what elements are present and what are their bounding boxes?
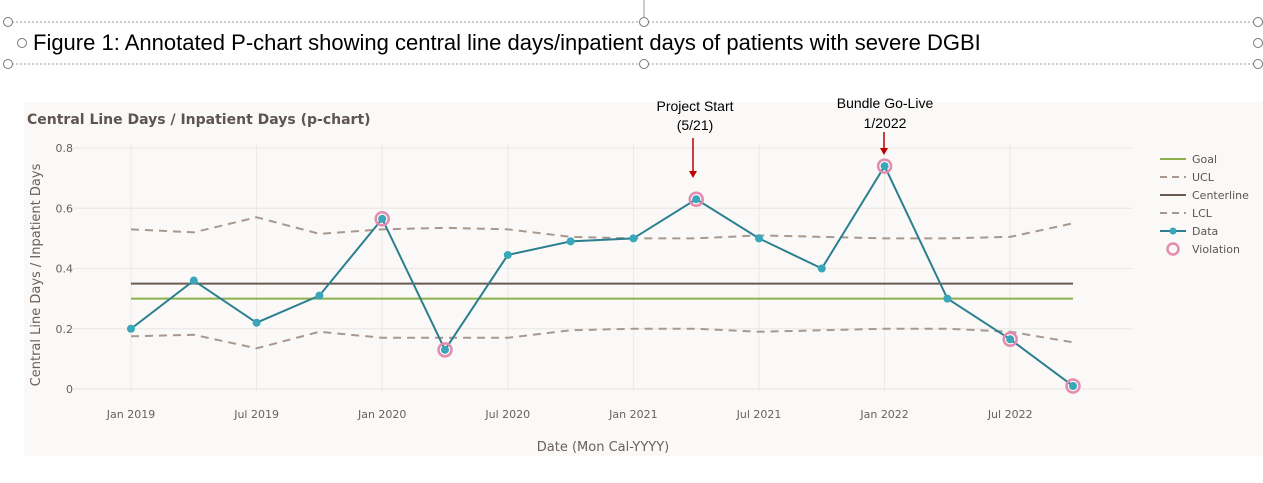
- data-point: [441, 345, 449, 354]
- annotations: Project Start (5/21) Bundle Go-Live 1/20…: [656, 95, 933, 178]
- legend-label-goal: Goal: [1192, 153, 1217, 166]
- x-tick-label: Jan 2019: [106, 408, 155, 421]
- data-points: [127, 162, 1077, 390]
- annotation-go-live-line1: Bundle Go-Live: [837, 95, 934, 111]
- violation-marker: [1065, 378, 1081, 394]
- caption-box-frame: [3, 0, 1263, 69]
- data-point: [127, 324, 135, 333]
- legend-label-lcl: LCL: [1192, 207, 1213, 220]
- x-tick-label: Jan 2022: [859, 408, 908, 421]
- y-tick-label: 0.2: [56, 323, 74, 336]
- x-axis-ticks: Jan 2019 Jul 2019 Jan 2020 Jul 2020 Jan 2021…: [106, 408, 1033, 421]
- x-tick-label: Jul 2021: [736, 408, 782, 421]
- annotation-project-start-line1: Project Start: [656, 98, 733, 114]
- x-tick-label: Jul 2019: [233, 408, 279, 421]
- annotation-go-live-line2: 1/2022: [864, 115, 907, 131]
- resize-handle-middle-left[interactable]: [17, 38, 27, 48]
- resize-handle-top-left[interactable]: [3, 17, 13, 27]
- annotation-project-start-line2: (5/21): [677, 117, 714, 133]
- data-point: [1069, 381, 1077, 390]
- legend: Goal UCL Centerline LCL Data Violation: [1160, 153, 1249, 256]
- series-lines: [130, 163, 1074, 387]
- legend-swatch-violation: [1166, 242, 1180, 256]
- data-point: [252, 318, 261, 327]
- series-line-ucl: [130, 216, 1074, 240]
- y-axis-label: Central Line Days / Inpatient Days: [29, 163, 44, 386]
- annotation-arrow-head: [689, 171, 697, 178]
- violation-marker: [876, 158, 893, 174]
- x-tick-label: Jul 2022: [987, 408, 1033, 421]
- y-axis-ticks: 0 0.2 0.4 0.6 0.8: [56, 142, 74, 396]
- legend-label-violation: Violation: [1192, 243, 1240, 256]
- violation-marker: [1002, 331, 1018, 348]
- series-line-lcl: [130, 327, 1074, 350]
- data-point: [1006, 335, 1015, 344]
- resize-handle-bottom-left[interactable]: [3, 59, 13, 69]
- data-point: [315, 291, 324, 300]
- data-point: [817, 264, 826, 273]
- violation-marker: [437, 342, 453, 358]
- violation-marker: [688, 191, 704, 207]
- grid: [72, 144, 1133, 391]
- x-tick-label: Jan 2020: [357, 408, 406, 421]
- data-point: [566, 237, 575, 246]
- y-tick-label: 0: [66, 383, 73, 396]
- data-point: [503, 250, 512, 259]
- data-point: [629, 234, 638, 243]
- violation-markers: [374, 158, 1081, 394]
- chart-title: Central Line Days / Inpatient Days (p-ch…: [27, 112, 371, 128]
- resize-handle-bottom-center[interactable]: [639, 59, 649, 69]
- annotation-arrow-head: [880, 148, 888, 155]
- data-point: [880, 162, 889, 171]
- data-point: [755, 234, 763, 243]
- y-tick-label: 0.8: [56, 142, 74, 155]
- legend-label-ucl: UCL: [1192, 171, 1215, 184]
- x-axis-label: Date (Mon Cal-YYYY): [537, 440, 669, 455]
- legend-label-centerline: Centerline: [1192, 189, 1249, 202]
- data-point: [189, 276, 198, 285]
- chart-background: [24, 102, 1263, 456]
- y-tick-label: 0.4: [56, 263, 74, 276]
- series-line-data: [130, 163, 1074, 387]
- x-tick-label: Jan 2021: [608, 408, 657, 421]
- data-point: [692, 195, 701, 204]
- figure-caption[interactable]: Figure 1: Annotated P-chart showing cent…: [33, 30, 981, 55]
- caption-text-box[interactable]: Figure 1: Annotated P-chart showing cent…: [0, 0, 1263, 90]
- y-tick-label: 0.6: [56, 202, 74, 215]
- legend-marker-data: [1169, 227, 1177, 235]
- resize-handle-top-center[interactable]: [639, 17, 649, 27]
- data-point: [943, 294, 952, 303]
- legend-label-data: Data: [1192, 225, 1218, 238]
- x-tick-label: Jul 2020: [484, 408, 530, 421]
- violation-marker: [374, 211, 390, 227]
- data-point: [378, 214, 387, 223]
